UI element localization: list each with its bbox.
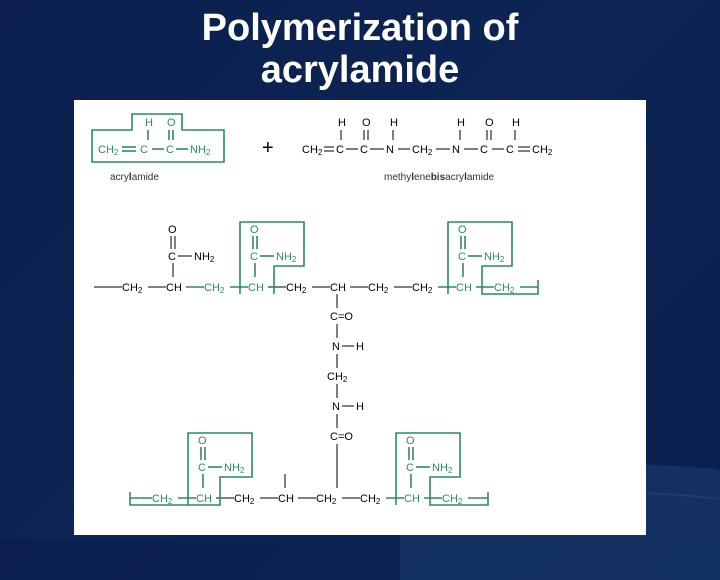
svg-text:C: C (198, 462, 206, 474)
acrylamide-structure: H O CH2 C C NH2 acrylamide (92, 114, 224, 183)
svg-text:CH2: CH2 (442, 493, 463, 506)
svg-text:H: H (145, 117, 153, 129)
title-line2: acrylamide (261, 49, 460, 91)
svg-text:CH2: CH2 (122, 282, 143, 295)
svg-text:CH: CH (196, 493, 212, 505)
svg-text:H: H (356, 401, 364, 413)
chem-svg: H O CH2 C C NH2 acrylamide + H O H H O H (74, 100, 646, 535)
svg-text:CH: CH (248, 282, 264, 294)
svg-text:H: H (390, 117, 398, 129)
svg-text:O: O (168, 224, 177, 236)
svg-text:C: C (506, 144, 514, 156)
svg-text:H: H (356, 341, 364, 353)
svg-text:CH: CH (404, 493, 420, 505)
polymer-chain-2: CH2 CH CH2 CH CH2 CH2 CH CH2 C NH2 O C N… (130, 433, 488, 506)
svg-text:NH2: NH2 (194, 251, 215, 264)
svg-text:O: O (406, 435, 415, 447)
svg-text:CH2: CH2 (316, 493, 337, 506)
svg-text:C=O: C=O (330, 311, 353, 323)
svg-text:CH2: CH2 (412, 144, 433, 157)
svg-text:CH2: CH2 (494, 282, 515, 295)
svg-text:CH: CH (278, 493, 294, 505)
slide-title: Polymerization of acrylamide (0, 0, 720, 92)
svg-text:CH2: CH2 (234, 493, 255, 506)
svg-text:O: O (198, 435, 207, 447)
svg-text:N: N (332, 401, 340, 413)
svg-text:C: C (336, 144, 344, 156)
acrylamide-label: acrylamide (110, 172, 159, 183)
svg-text:C: C (166, 144, 174, 156)
svg-text:O: O (485, 117, 494, 129)
svg-text:NH2: NH2 (224, 462, 245, 475)
svg-text:O: O (458, 224, 467, 236)
svg-text:O: O (167, 117, 176, 129)
title-line1: Polymerization of (202, 7, 519, 49)
crosslink: C=O N H CH2 N H C=O (327, 294, 364, 488)
svg-text:CH2: CH2 (286, 282, 307, 295)
svg-text:CH2: CH2 (532, 144, 553, 157)
svg-text:CH2: CH2 (204, 282, 225, 295)
svg-text:H: H (457, 117, 465, 129)
svg-text:O: O (362, 117, 371, 129)
svg-text:C: C (480, 144, 488, 156)
svg-text:C: C (360, 144, 368, 156)
svg-text:N: N (386, 144, 394, 156)
svg-text:CH2: CH2 (412, 282, 433, 295)
svg-text:CH: CH (330, 282, 346, 294)
svg-text:CH2: CH2 (360, 493, 381, 506)
svg-text:CH2: CH2 (327, 371, 348, 384)
svg-text:H: H (338, 117, 346, 129)
svg-text:CH2: CH2 (98, 144, 119, 157)
svg-text:N: N (332, 341, 340, 353)
svg-text:N: N (452, 144, 460, 156)
svg-text:NH2: NH2 (484, 251, 505, 264)
svg-text:NH2: NH2 (276, 251, 297, 264)
svg-text:C: C (140, 144, 148, 156)
svg-text:C: C (168, 251, 176, 263)
plus-sign: + (262, 137, 274, 159)
svg-text:CH2: CH2 (152, 493, 173, 506)
svg-text:NH2: NH2 (432, 462, 453, 475)
bis-label: methylenebisacrylamide (384, 172, 495, 183)
svg-text:C: C (406, 462, 414, 474)
svg-text:NH2: NH2 (190, 144, 211, 157)
polymer-chain-1: CH2 CH CH2 CH CH2 CH CH2 CH2 CH CH2 C NH… (94, 222, 538, 295)
svg-text:CH: CH (166, 282, 182, 294)
chemistry-diagram: H O CH2 C C NH2 acrylamide + H O H H O H (74, 100, 646, 535)
svg-text:C: C (250, 251, 258, 263)
svg-text:C=O: C=O (330, 431, 353, 443)
svg-text:H: H (512, 117, 520, 129)
bis-structure: H O H H O H CH2 C C N CH2 N C C CH2 meth… (302, 117, 553, 183)
svg-text:C: C (458, 251, 466, 263)
svg-text:CH2: CH2 (368, 282, 389, 295)
svg-text:CH: CH (456, 282, 472, 294)
svg-text:O: O (250, 224, 259, 236)
svg-text:CH2: CH2 (302, 144, 323, 157)
